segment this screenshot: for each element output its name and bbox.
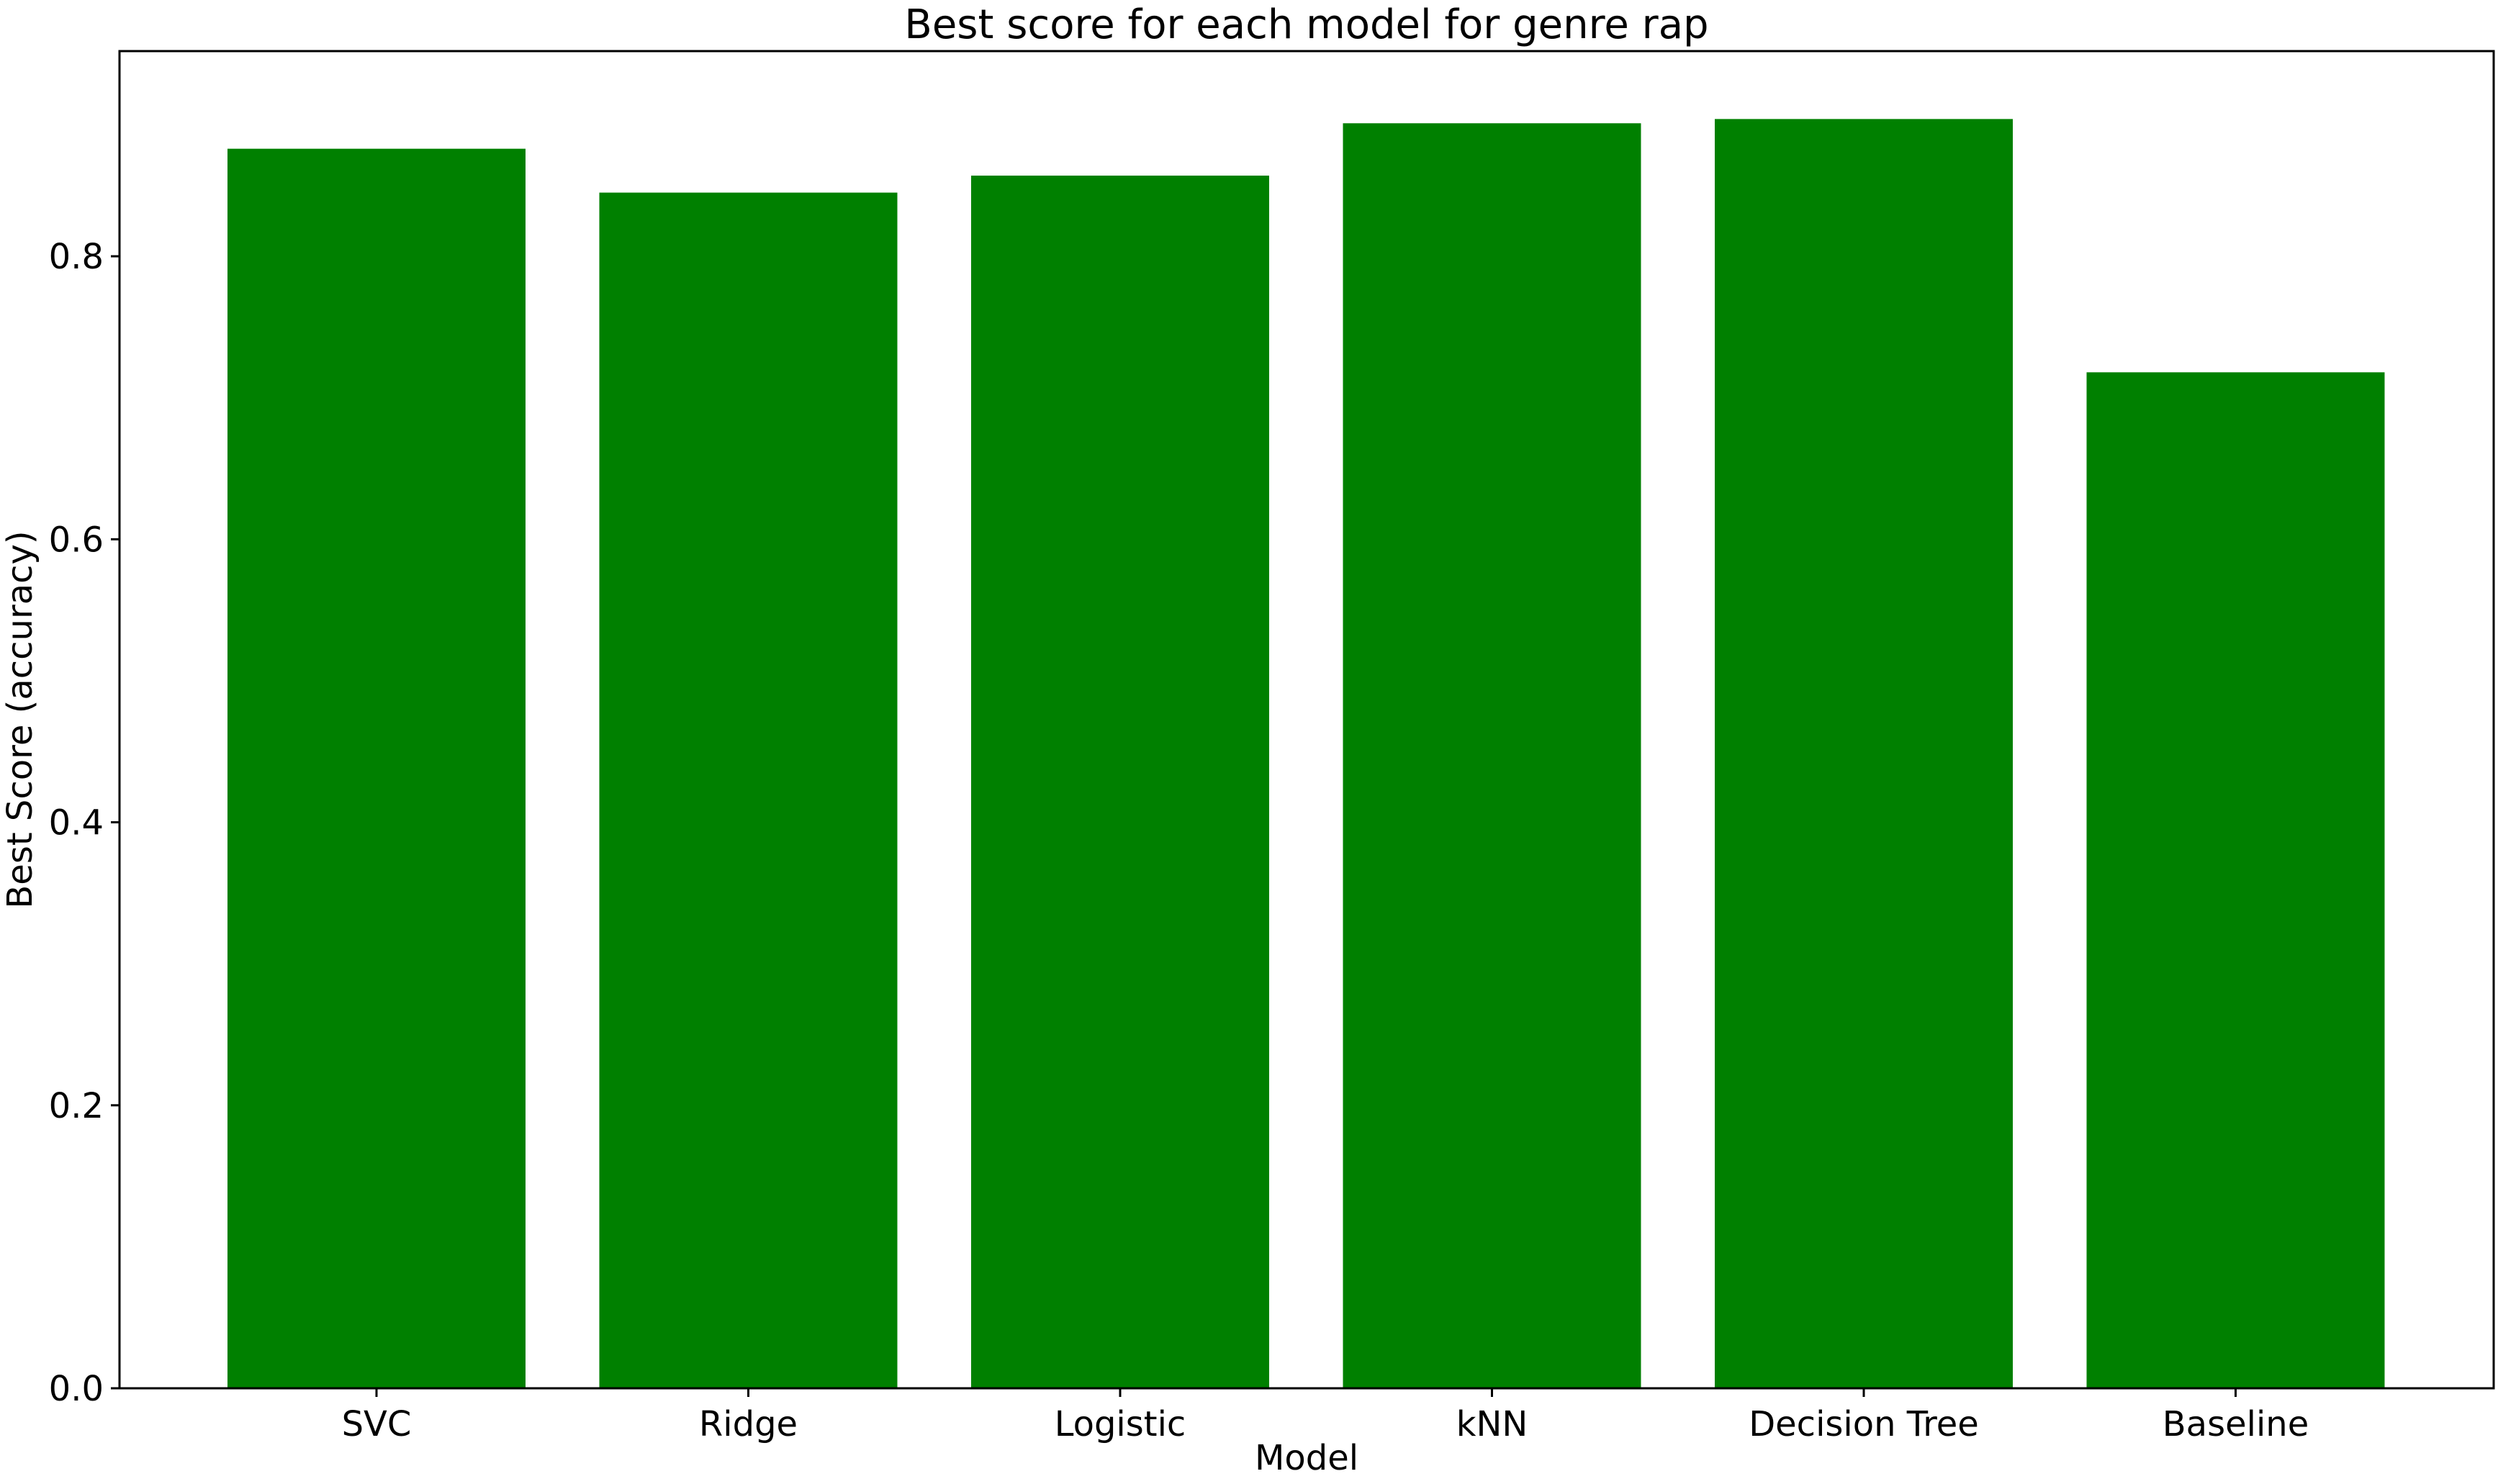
plot-frame: [118, 50, 2495, 1390]
x-tick-label: Decision Tree: [1749, 1404, 1979, 1444]
bar-decision-tree: [1715, 119, 2013, 1388]
bars-group: [227, 119, 2385, 1389]
x-tick-label: kNN: [1456, 1404, 1528, 1444]
chart-title: Best score for each model for genre rap: [904, 1, 1708, 48]
y-tick-label: 0.6: [49, 520, 104, 560]
x-tick-label: Logistic: [1055, 1404, 1186, 1444]
bar-logistic: [971, 176, 1269, 1388]
y-tick-label: 0.8: [49, 237, 104, 277]
x-axis-ticks: SVC Ridge Logistic kNN Decision Tree Baseline: [342, 1388, 2309, 1444]
y-axis-ticks: 0.0 0.2 0.4 0.6 0.8: [49, 237, 120, 1409]
x-axis-label: Model: [1255, 1438, 1358, 1478]
y-axis-label: Best Score (accuracy): [0, 530, 40, 908]
bar-ridge: [599, 192, 898, 1388]
y-tick-label: 0.2: [49, 1086, 104, 1126]
x-tick-label: Ridge: [699, 1404, 798, 1444]
bar-knn: [1343, 123, 1641, 1389]
bar-baseline: [2086, 372, 2385, 1388]
y-tick-label: 0.4: [49, 803, 104, 843]
x-tick-label: Baseline: [2163, 1404, 2309, 1444]
bar-svc: [227, 148, 526, 1389]
x-tick-label: SVC: [342, 1404, 412, 1444]
y-tick-label: 0.0: [49, 1369, 104, 1409]
